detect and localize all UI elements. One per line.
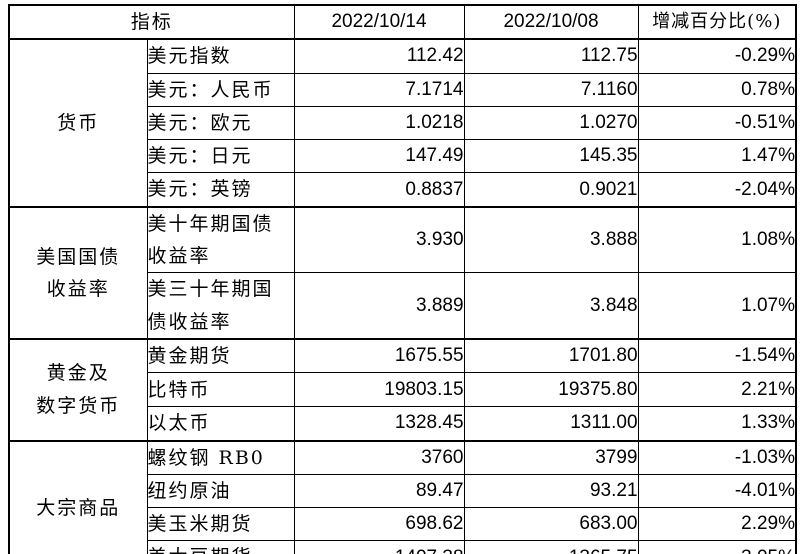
row-usd-index: 货币 美元指数 112.42 112.75 -0.29% <box>8 38 797 208</box>
header-change: 增减百分比(%) <box>637 4 797 41</box>
indicator-cell: 比特币 <box>146 372 295 408</box>
value-previous-cell: 93.21 <box>463 473 639 509</box>
value-previous-cell: 1311.00 <box>463 406 639 442</box>
value-current-cell: 3.889 <box>293 272 465 340</box>
value-current-cell: 1675.55 <box>293 337 465 374</box>
row-us-soybean-futures: 美大豆期货 1407.38 1365.75 3.05% <box>9 540 797 554</box>
value-previous-cell: 1.0270 <box>463 105 639 141</box>
header-indicator: 指标 <box>8 4 295 41</box>
value-previous-cell: 683.00 <box>463 507 639 542</box>
header-date-current: 2022/10/14 <box>293 4 465 41</box>
indicator-cell: 美元：日元 <box>146 139 295 174</box>
value-current-cell: 89.47 <box>293 473 465 509</box>
indicator-cell: 美三十年期国 债收益率 <box>146 272 295 340</box>
row-usd-gbp: 美元：英镑 0.8837 0.9021 -2.04% <box>9 172 797 208</box>
indicator-cell: 美十年期国债 收益率 <box>146 205 295 274</box>
value-previous-cell: 1365.75 <box>463 540 639 554</box>
indicator-cell: 美元指数 <box>146 38 295 74</box>
change-cell: -2.04% <box>637 172 797 208</box>
indicator-cell: 美玉米期货 <box>146 507 295 542</box>
value-current-cell: 1.0218 <box>293 105 465 141</box>
value-previous-cell: 112.75 <box>463 38 639 74</box>
value-current-cell: 0.8837 <box>293 172 465 208</box>
value-previous-cell: 3.888 <box>463 205 639 274</box>
change-cell: -1.03% <box>637 439 797 475</box>
row-ny-crude-oil: 纽约原油 89.47 93.21 -4.01% <box>9 473 797 509</box>
group-cell-gold-and-crypto: 黄金及 数字货币 <box>8 337 148 442</box>
value-current-cell: 7.1714 <box>293 72 465 107</box>
change-cell: -4.01% <box>637 473 797 509</box>
indicator-cell: 美元：人民币 <box>146 72 295 107</box>
header-row: 指标 2022/10/14 2022/10/08 增减百分比(%) <box>8 4 797 41</box>
value-current-cell: 1328.45 <box>293 406 465 442</box>
value-previous-cell: 19375.80 <box>463 372 639 408</box>
change-cell: -0.29% <box>637 38 797 74</box>
row-rebar-rb0: 大宗商品 螺纹钢 RB0 3760 3799 -1.03% <box>8 439 797 554</box>
group-cell-commodities: 大宗商品 <box>8 439 148 554</box>
change-cell: 1.07% <box>637 272 797 340</box>
change-cell: 2.29% <box>637 507 797 542</box>
value-previous-cell: 145.35 <box>463 139 639 174</box>
indicator-cell: 纽约原油 <box>146 473 295 509</box>
indicator-cell: 美元：欧元 <box>146 105 295 141</box>
value-current-cell: 3760 <box>293 439 465 475</box>
value-previous-cell: 3.848 <box>463 272 639 340</box>
row-us10y-yield: 美国国债 收益率 美十年期国债 收益率 3.930 3.888 1.08% <box>8 205 797 340</box>
change-cell: 3.05% <box>637 540 797 554</box>
value-current-cell: 19803.15 <box>293 372 465 408</box>
value-current-cell: 147.49 <box>293 139 465 174</box>
group-cell-us-treasury-yield: 美国国债 收益率 <box>8 205 148 340</box>
indicator-cell: 螺纹钢 RB0 <box>146 439 295 475</box>
value-previous-cell: 3799 <box>463 439 639 475</box>
indicator-cell: 黄金期货 <box>146 337 295 374</box>
indicator-cell: 美元：英镑 <box>146 172 295 208</box>
row-ethereum: 以太币 1328.45 1311.00 1.33% <box>9 406 797 442</box>
indicator-cell: 美大豆期货 <box>146 540 295 554</box>
change-cell: -0.51% <box>637 105 797 141</box>
row-bitcoin: 比特币 19803.15 19375.80 2.21% <box>9 372 797 408</box>
row-gold-futures: 黄金及 数字货币 黄金期货 1675.55 1701.80 -1.54% <box>8 337 797 442</box>
row-usd-jpy: 美元：日元 147.49 145.35 1.47% <box>9 139 797 174</box>
row-usd-eur: 美元：欧元 1.0218 1.0270 -0.51% <box>9 105 797 141</box>
value-current-cell: 3.930 <box>293 205 465 274</box>
row-us-corn-futures: 美玉米期货 698.62 683.00 2.29% <box>9 507 797 542</box>
value-previous-cell: 1701.80 <box>463 337 639 374</box>
value-current-cell: 698.62 <box>293 507 465 542</box>
indicator-cell: 以太币 <box>146 406 295 442</box>
row-us30y-yield: 美三十年期国 债收益率 3.889 3.848 1.07% <box>9 272 797 340</box>
change-cell: 1.47% <box>637 139 797 174</box>
value-current-cell: 112.42 <box>293 38 465 74</box>
change-cell: 2.21% <box>637 372 797 408</box>
change-cell: -1.54% <box>637 337 797 374</box>
value-previous-cell: 0.9021 <box>463 172 639 208</box>
value-previous-cell: 7.1160 <box>463 72 639 107</box>
indicator-table: 指标 2022/10/14 2022/10/08 增减百分比(%) 货币 美元指… <box>8 4 798 554</box>
change-cell: 1.08% <box>637 205 797 274</box>
row-usd-cny: 美元：人民币 7.1714 7.1160 0.78% <box>9 72 797 107</box>
change-cell: 0.78% <box>637 72 797 107</box>
header-date-previous: 2022/10/08 <box>463 4 639 41</box>
change-cell: 1.33% <box>637 406 797 442</box>
group-cell-currency: 货币 <box>8 38 148 208</box>
value-current-cell: 1407.38 <box>293 540 465 554</box>
